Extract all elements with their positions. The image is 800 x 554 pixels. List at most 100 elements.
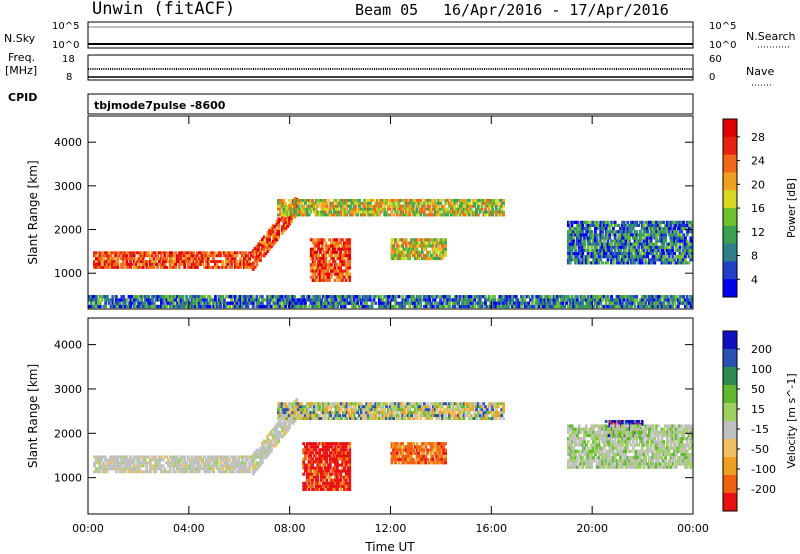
- echo-cell: [404, 238, 408, 242]
- echo-cell: [637, 251, 640, 256]
- echo-cell: [457, 207, 460, 211]
- echo-cell: [392, 445, 396, 449]
- echo-cell: [685, 301, 689, 305]
- echo-cell: [644, 301, 648, 305]
- echo-cell: [341, 301, 345, 305]
- echo-cell: [581, 301, 585, 305]
- echo-cell: [406, 207, 410, 211]
- echo-cell: [161, 304, 165, 309]
- echo-cell: [170, 260, 174, 264]
- echo-cell: [188, 251, 192, 255]
- echo-cell: [328, 457, 332, 461]
- echo-cell: [282, 420, 286, 424]
- echo-cell: [282, 423, 286, 427]
- echo-cell: [361, 414, 365, 418]
- echo-cell: [467, 204, 471, 208]
- echo-cell: [410, 445, 413, 449]
- echo-cell: [680, 223, 684, 228]
- echo-cell: [130, 458, 134, 462]
- echo-cell: [419, 210, 423, 214]
- echo-cell: [691, 301, 693, 305]
- echo-cell: [667, 220, 671, 224]
- echo-cell: [226, 257, 230, 261]
- echo-cell: [348, 272, 352, 276]
- echo-cell: [326, 278, 330, 282]
- echo-cell: [320, 247, 324, 251]
- echo-cell: [482, 213, 486, 217]
- echo-cell: [160, 295, 163, 299]
- echo-cell: [326, 250, 330, 254]
- echo-cell: [251, 261, 255, 265]
- echo-cell: [322, 198, 325, 202]
- echo-cell: [203, 251, 206, 255]
- echo-cell: [314, 411, 318, 415]
- echo-cell: [321, 475, 325, 479]
- echo-cell: [305, 417, 309, 420]
- echo-cell: [172, 254, 176, 258]
- echo-cell: [347, 405, 351, 409]
- echo-cell: [304, 469, 307, 473]
- echo-cell: [354, 204, 358, 208]
- echo-cell: [156, 298, 160, 302]
- echo-cell: [592, 258, 595, 262]
- echo-cell: [345, 213, 349, 217]
- echo-cell: [413, 238, 417, 242]
- echo-cell: [317, 275, 320, 279]
- echo-cell: [613, 220, 617, 224]
- echo-cell: [132, 257, 136, 261]
- echo-cell: [346, 481, 350, 485]
- echo-cell: [348, 448, 352, 452]
- echo-cell: [484, 210, 487, 214]
- echo-cell: [664, 295, 667, 299]
- echo-cell: [266, 295, 270, 299]
- echo-cell: [280, 411, 284, 415]
- echo-cell: [102, 304, 106, 309]
- echo-cell: [141, 254, 145, 258]
- echo-cell: [270, 232, 273, 236]
- echo-cell: [165, 455, 169, 459]
- echo-cell: [195, 263, 199, 266]
- echo-cell: [446, 295, 450, 299]
- echo-cell: [415, 241, 419, 245]
- echo-cell: [327, 198, 331, 202]
- echo-cell: [186, 455, 190, 459]
- echo-cell: [637, 239, 640, 243]
- echo-cell: [433, 213, 437, 217]
- echo-cell: [676, 261, 680, 265]
- echo-cell: [435, 295, 439, 299]
- echo-cell: [438, 247, 442, 251]
- echo-cell: [606, 239, 610, 243]
- echo-cell: [631, 236, 635, 240]
- echo-cell: [444, 295, 448, 299]
- echo-cell: [313, 278, 317, 282]
- echo-cell: [493, 304, 496, 309]
- echo-cell: [346, 263, 350, 267]
- echo-cell: [655, 242, 658, 246]
- echo-cell: [174, 260, 178, 264]
- echo-cell: [134, 455, 138, 459]
- echo-cell: [250, 251, 253, 255]
- echo-cell: [298, 298, 302, 302]
- echo-cell: [575, 295, 579, 299]
- echo-cell: [444, 451, 447, 455]
- echo-cell: [262, 445, 266, 449]
- echo-cell: [111, 458, 114, 462]
- echo-cell: [346, 469, 350, 473]
- echo-cell: [420, 241, 424, 245]
- echo-cell: [329, 408, 333, 412]
- echo-cell: [278, 402, 282, 406]
- echo-cell: [291, 210, 295, 214]
- echo-cell: [275, 439, 279, 443]
- echo-cell: [460, 213, 464, 217]
- echo-cell: [174, 304, 178, 309]
- echo-cell: [350, 213, 354, 217]
- echo-cell: [160, 304, 163, 309]
- echo-cell: [295, 410, 299, 414]
- echo-cell: [316, 475, 320, 479]
- echo-cell: [451, 301, 455, 305]
- echo-cell: [406, 301, 410, 305]
- echo-cell: [320, 487, 323, 491]
- echo-cell: [367, 304, 370, 309]
- echo-cell: [678, 301, 682, 305]
- echo-cell: [665, 242, 669, 246]
